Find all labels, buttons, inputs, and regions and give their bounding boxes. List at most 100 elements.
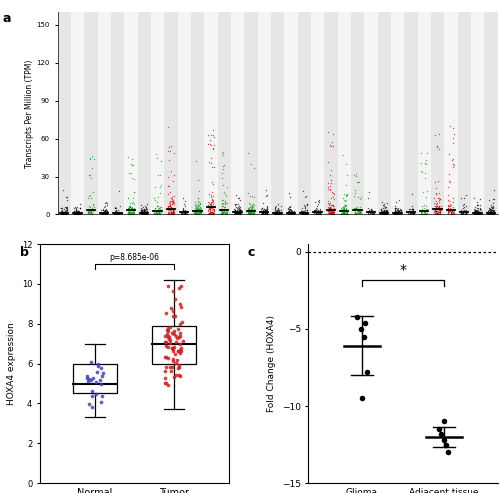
Point — [191, 211, 199, 218]
Point — [196, 208, 203, 215]
Point — [447, 211, 455, 218]
Point — [223, 206, 231, 214]
Point — [162, 309, 170, 317]
Point — [138, 208, 145, 216]
Point — [380, 210, 388, 218]
Point — [406, 210, 414, 218]
Point — [143, 209, 151, 217]
Point — [245, 206, 253, 213]
Point — [154, 210, 162, 218]
Point — [62, 210, 70, 218]
Point — [246, 209, 254, 217]
Point — [100, 209, 108, 216]
Point — [433, 205, 441, 213]
Point — [474, 204, 482, 212]
Point — [394, 207, 402, 214]
Point — [126, 210, 134, 217]
Point — [204, 206, 212, 214]
Point — [166, 202, 174, 210]
Point — [250, 205, 258, 212]
Point — [142, 209, 150, 217]
Point — [405, 208, 413, 215]
Point — [182, 211, 190, 218]
Point — [194, 208, 202, 216]
Point — [166, 211, 173, 218]
Point — [276, 210, 283, 218]
Point — [436, 208, 444, 216]
Point — [57, 205, 65, 212]
Point — [204, 131, 212, 139]
Point — [88, 358, 96, 366]
Bar — [84, 12, 98, 214]
Point — [330, 210, 338, 218]
Point — [474, 211, 482, 218]
Point — [450, 205, 458, 212]
Point — [430, 200, 438, 208]
Point — [380, 209, 388, 216]
Point — [444, 171, 452, 178]
Point — [196, 203, 204, 211]
Point — [169, 205, 177, 212]
Point — [112, 210, 120, 217]
Point — [208, 207, 216, 214]
Point — [351, 204, 359, 211]
Point — [378, 208, 386, 215]
Point — [250, 210, 258, 217]
Point — [144, 205, 152, 212]
Point — [484, 207, 492, 214]
Point — [325, 201, 333, 209]
Point — [72, 209, 80, 216]
Point — [360, 333, 368, 341]
Point — [286, 206, 294, 213]
Point — [391, 205, 399, 212]
Point — [249, 200, 257, 208]
Point — [218, 200, 226, 208]
Point — [220, 197, 228, 205]
Point — [328, 202, 336, 210]
Point — [448, 209, 456, 216]
Point — [234, 208, 241, 216]
Point — [125, 203, 133, 211]
Point — [58, 209, 66, 216]
Point — [58, 209, 66, 217]
Point — [356, 205, 364, 213]
Point — [234, 209, 242, 217]
Point — [352, 204, 360, 212]
Point — [231, 201, 239, 209]
Point — [384, 209, 392, 216]
Point — [448, 156, 456, 164]
Point — [316, 207, 324, 214]
Point — [324, 158, 332, 166]
Point — [449, 163, 457, 171]
Point — [351, 206, 359, 213]
Point — [170, 373, 178, 381]
Point — [437, 204, 445, 211]
Point — [272, 204, 280, 211]
Point — [488, 206, 496, 214]
Point — [472, 207, 480, 215]
Point — [287, 210, 295, 217]
Point — [128, 208, 136, 215]
Point — [70, 210, 78, 218]
Point — [210, 206, 218, 214]
Point — [218, 199, 226, 207]
Point — [234, 194, 242, 202]
Point — [430, 207, 438, 215]
Point — [369, 210, 377, 218]
Point — [72, 208, 80, 216]
Point — [236, 209, 244, 217]
Point — [432, 204, 440, 211]
Point — [170, 210, 177, 218]
Point — [73, 204, 81, 211]
Point — [407, 207, 415, 214]
Point — [342, 205, 350, 212]
Point — [60, 210, 68, 217]
Point — [457, 206, 465, 214]
Point — [380, 203, 388, 211]
Point — [316, 210, 324, 217]
Point — [169, 210, 177, 218]
Point — [192, 203, 200, 211]
Point — [262, 206, 270, 213]
Point — [393, 211, 401, 218]
Point — [434, 211, 442, 218]
